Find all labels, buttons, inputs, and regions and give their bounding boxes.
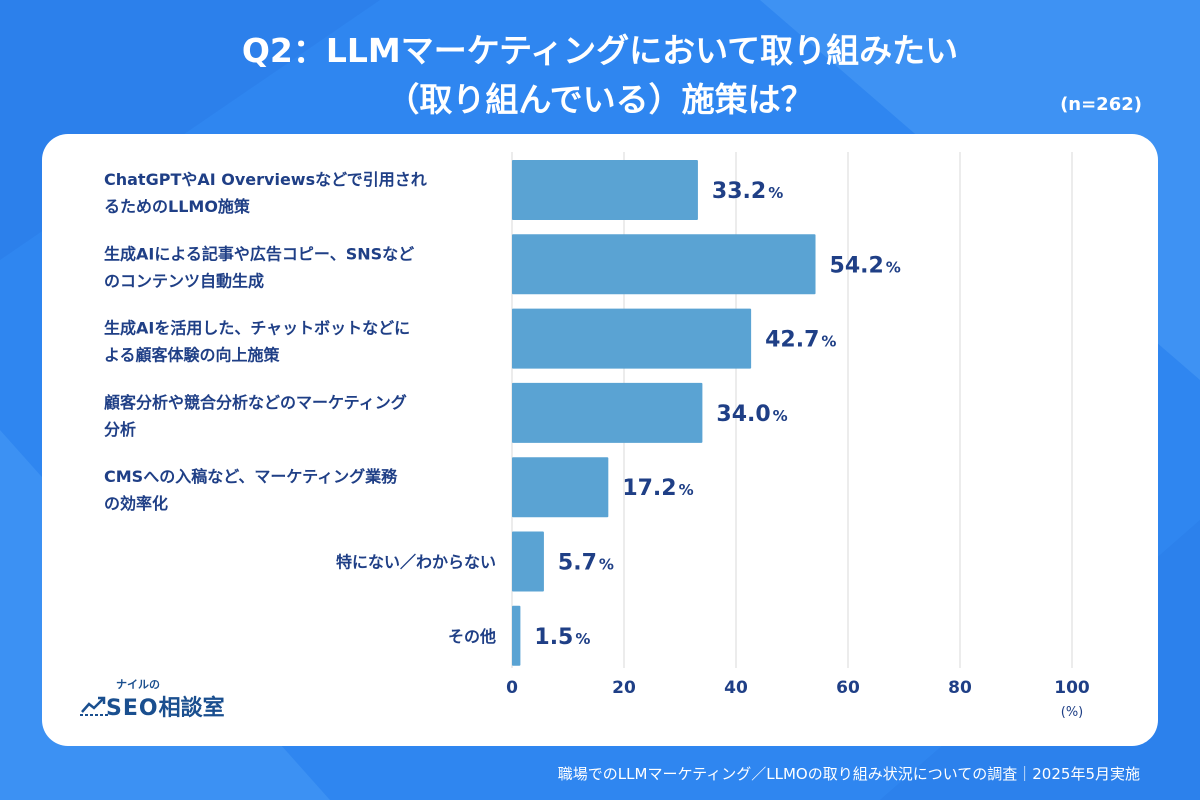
category-label: のコンテンツ自動生成 (104, 271, 264, 290)
category-label: 特にない／わからない (336, 553, 496, 572)
logo-seo-text: SEO (106, 696, 159, 721)
category-label: よる顧客体験の向上施策 (104, 346, 281, 365)
value-label: 33.2% (712, 179, 783, 204)
value-number: 54.2 (830, 253, 884, 278)
value-label: 54.2% (830, 253, 901, 278)
nile-seo-logo: ナイルの SEO相談室 (80, 676, 240, 726)
value-label: 1.5% (534, 625, 590, 650)
bar (512, 234, 816, 295)
value-label: 17.2% (622, 476, 693, 501)
category-label: るためのLLMO施策 (104, 197, 251, 216)
value-number: 42.7 (765, 328, 819, 353)
value-unit: % (821, 333, 836, 351)
bar (512, 457, 609, 518)
chart-title-line2: （取り組んでいる）施策は？ (386, 80, 814, 119)
logo-subtext: ナイルの (116, 678, 160, 691)
value-unit: % (599, 556, 614, 574)
bar (512, 605, 521, 666)
logo-main-text: SEO相談室 (106, 690, 225, 722)
value-label: 5.7% (558, 551, 614, 576)
category-label: ChatGPTやAI Overviewsなどで引用され (104, 170, 427, 189)
value-unit: % (679, 481, 694, 499)
value-unit: % (575, 630, 590, 648)
value-number: 1.5 (534, 625, 573, 650)
bar (512, 308, 752, 369)
x-tick-label: 0 (506, 678, 518, 698)
bar (512, 382, 703, 443)
category-label: 生成AIによる記事や広告コピー、SNSなど (104, 244, 414, 263)
category-label: の効率化 (104, 494, 168, 513)
x-tick-label: 20 (612, 678, 636, 698)
x-tick-label: 80 (948, 678, 972, 698)
x-tick-label: 60 (836, 678, 860, 698)
value-unit: % (886, 258, 901, 276)
bar (512, 531, 544, 592)
category-label: 顧客分析や競合分析などのマーケティング (104, 393, 407, 412)
category-label: CMSへの入稿など、マーケティング業務 (104, 467, 398, 486)
value-number: 33.2 (712, 179, 766, 204)
logo-room-text: 相談室 (158, 696, 225, 721)
category-label: その他 (448, 627, 496, 646)
trend-chart-icon (80, 696, 108, 716)
bar (512, 160, 698, 220)
value-number: 34.0 (716, 402, 770, 427)
source-footnote: 職場でのLLMマーケティング／LLMOの取り組み状況についての調査｜2025年5… (557, 765, 1140, 783)
value-unit: % (768, 184, 783, 202)
category-label: 分析 (104, 420, 136, 439)
x-tick-label: 100 (1054, 678, 1090, 698)
value-number: 5.7 (558, 551, 597, 576)
value-label: 34.0% (716, 402, 787, 427)
chart-title-line1: Q2：LLMマーケティングにおいて取り組みたい (241, 31, 959, 70)
value-label: 42.7% (765, 328, 836, 353)
x-axis-unit-label: (%) (1061, 705, 1084, 720)
sample-size: (n=262) (1060, 94, 1142, 115)
value-number: 17.2 (622, 476, 676, 501)
category-label: 生成AIを活用した、チャットボットなどに (104, 319, 410, 338)
value-unit: % (773, 407, 788, 425)
x-tick-label: 40 (724, 678, 748, 698)
